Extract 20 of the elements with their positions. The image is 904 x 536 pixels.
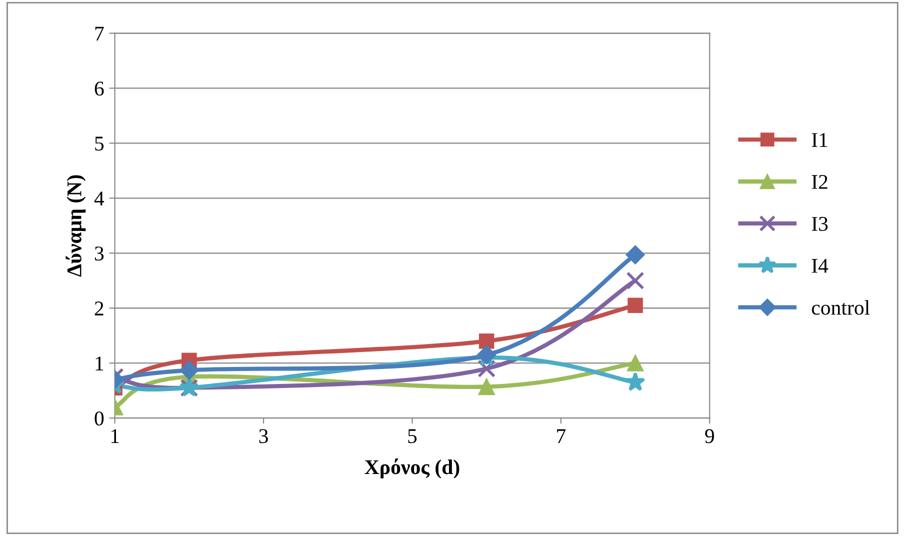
- legend-label: control: [812, 300, 870, 315]
- legend-label: I4: [812, 258, 828, 273]
- y-tick-label: 3: [94, 246, 104, 261]
- x-tick-label: 7: [557, 429, 566, 443]
- y-axis-title: Δύναμη (N): [66, 175, 86, 277]
- y-tick-label: 5: [95, 136, 104, 151]
- legend-label: I1: [812, 133, 828, 147]
- x-tick-label: 9: [705, 429, 714, 444]
- x-tick-label: 3: [259, 429, 268, 444]
- y-tick-label: 6: [94, 82, 104, 96]
- legend-label: I2: [812, 174, 828, 189]
- y-tick-label: 4: [94, 192, 104, 206]
- legend-label: I3: [812, 216, 828, 231]
- y-tick-label: 1: [96, 356, 104, 370]
- y-tick-label: 7: [95, 26, 104, 40]
- x-axis-title: Χρόνος (d): [364, 458, 460, 478]
- y-tick-label: 2: [94, 302, 104, 316]
- x-tick-label: 5: [408, 429, 417, 444]
- x-tick-label: 1: [111, 429, 119, 443]
- y-tick-label: 0: [94, 411, 104, 426]
